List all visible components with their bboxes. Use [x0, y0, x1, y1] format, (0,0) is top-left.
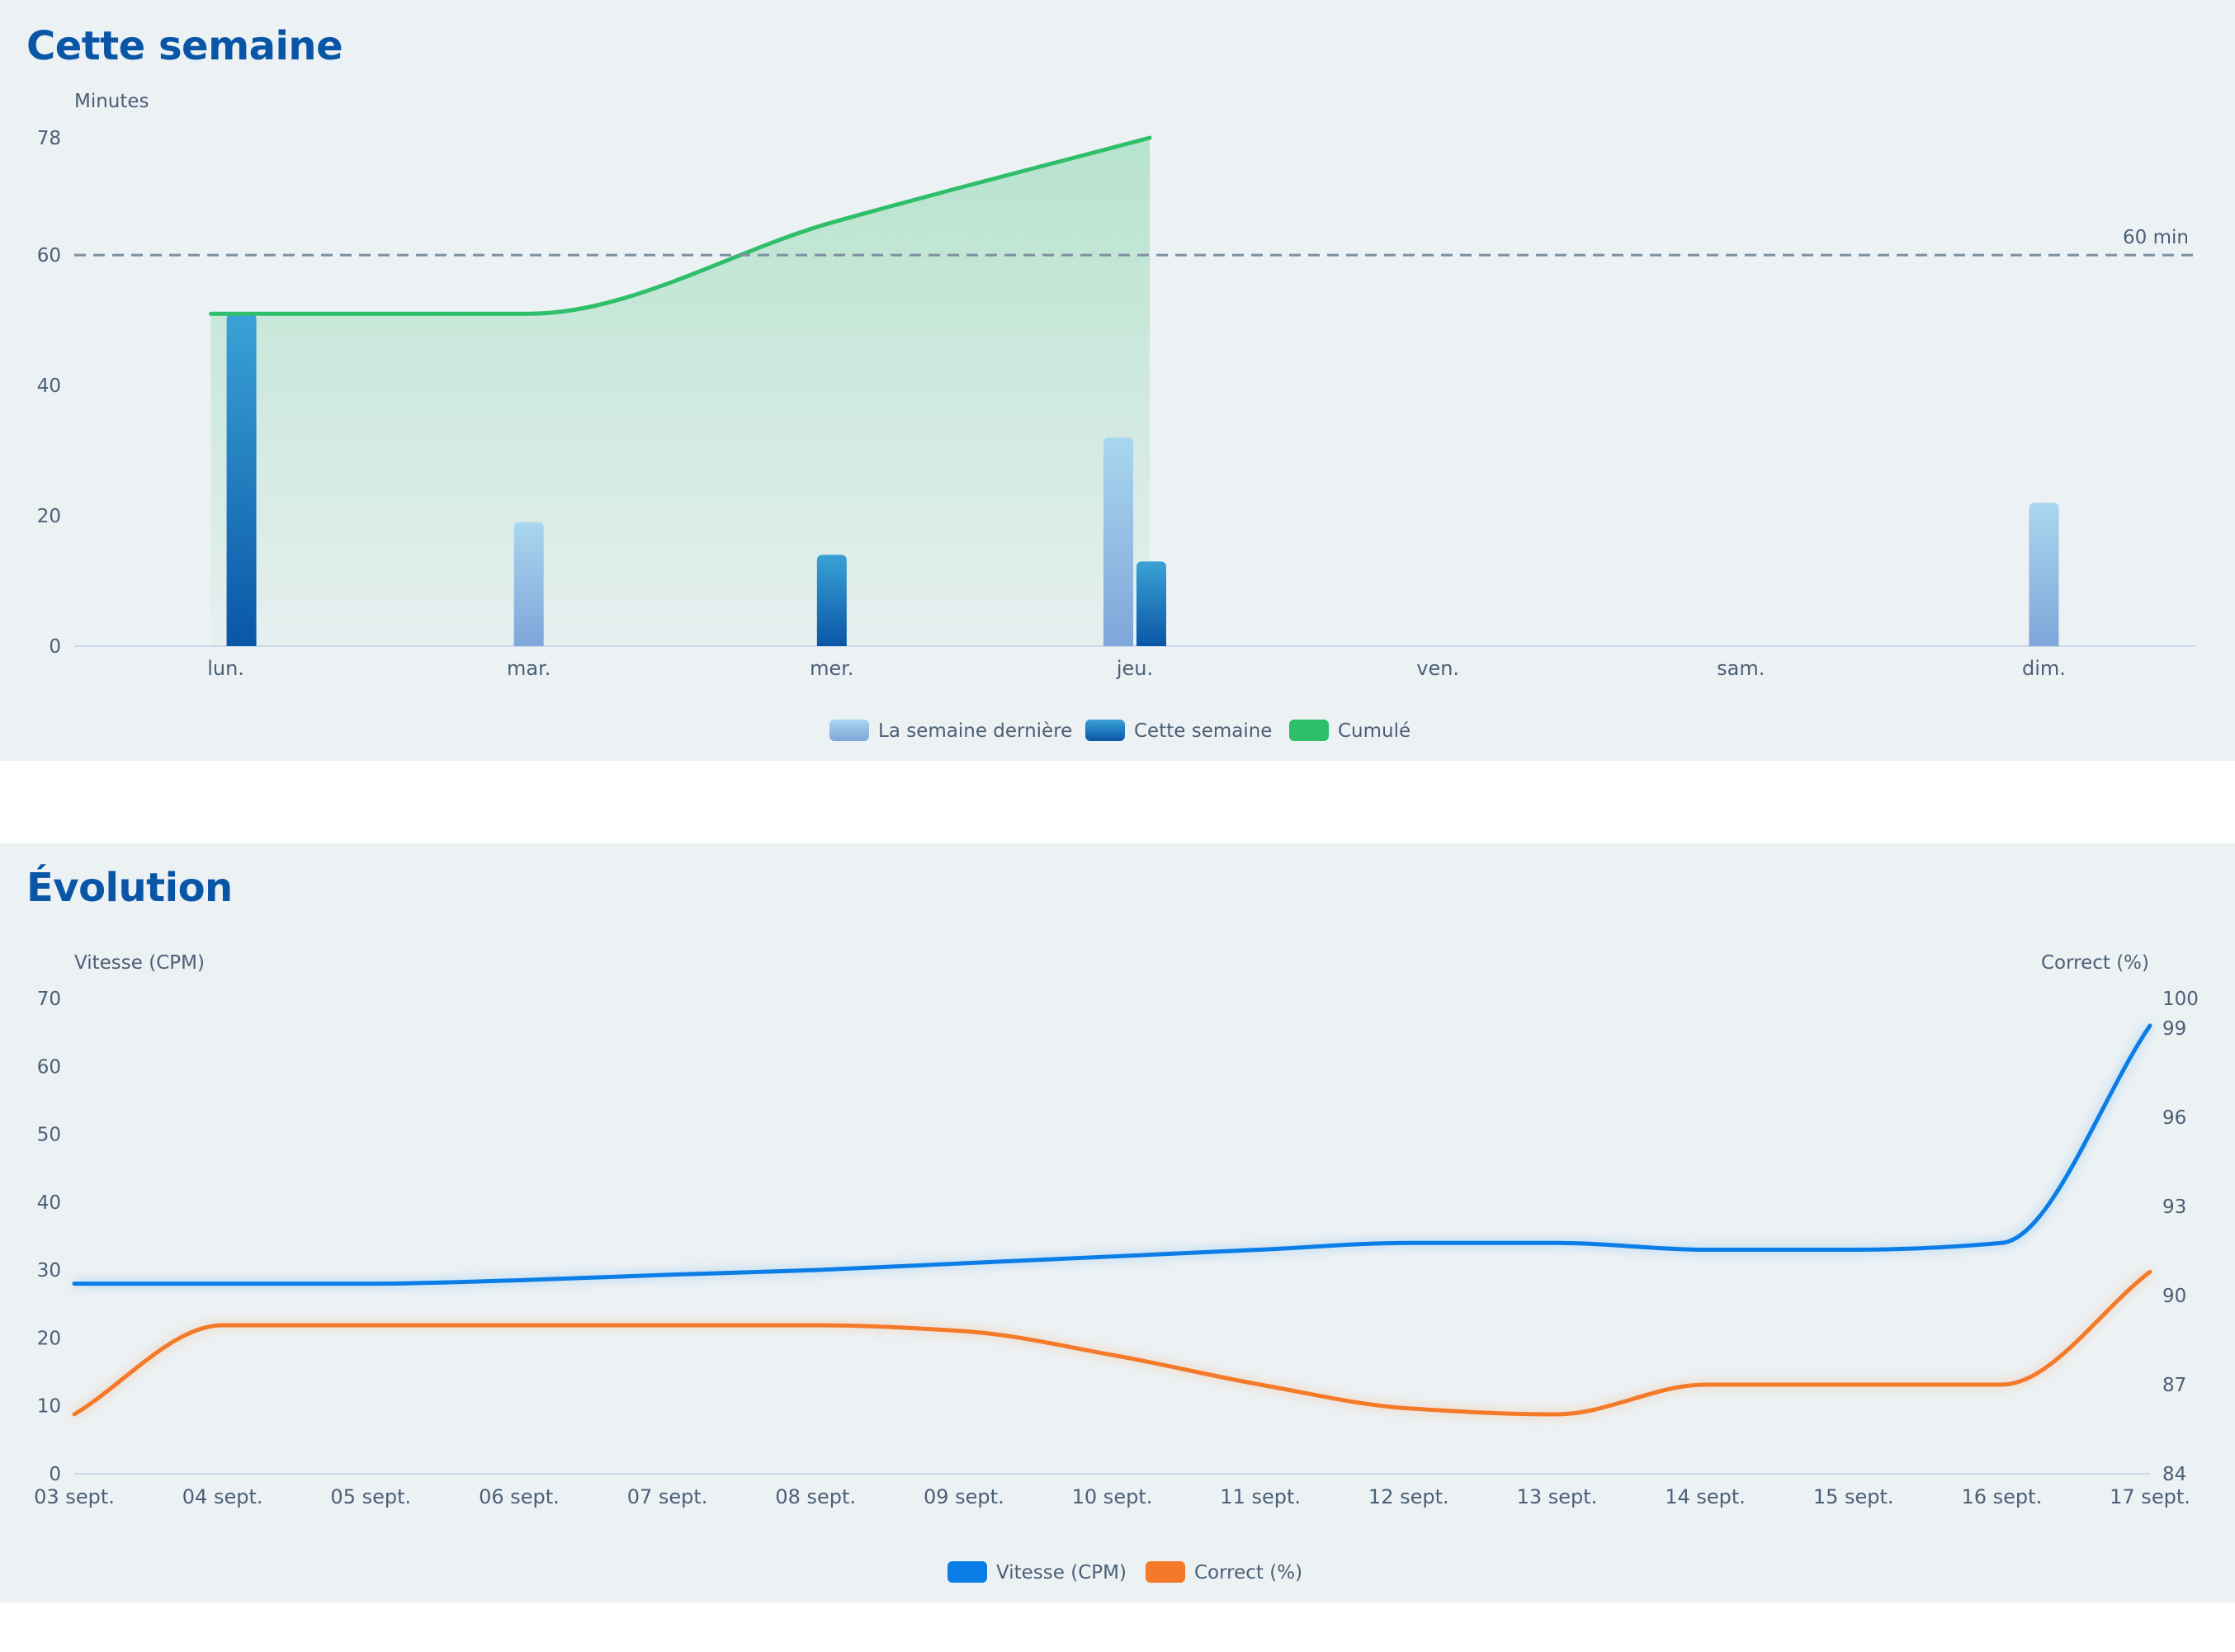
legend-item-cumule[interactable]: Cumulé	[1289, 720, 1410, 742]
y-tick-label: 40	[37, 375, 61, 397]
x-tick-label: 07 sept.	[627, 1485, 708, 1508]
bar-last-week-mar	[513, 522, 544, 646]
y-tick-label-right: 100	[2162, 989, 2199, 1010]
y-tick-label: 60	[37, 245, 61, 267]
x-tick-label-mar: mar.	[507, 657, 550, 680]
cumulative-area	[210, 138, 1151, 646]
y-tick-label-right: 90	[2162, 1286, 2186, 1307]
y-tick-label-left: 30	[37, 1260, 61, 1281]
x-tick-label: 03 sept.	[34, 1485, 115, 1508]
bar-last-week-jeu	[1103, 437, 1133, 646]
x-tick-label-lun: lun.	[207, 657, 244, 680]
y-tick-label-right: 96	[2162, 1107, 2186, 1129]
evolution-panel: Évolution Vitesse (CPM) Correct (%) 0 10 20 3…	[0, 843, 2235, 1602]
x-tick-label: 16 sept.	[1961, 1485, 2042, 1508]
x-tick-label: 08 sept.	[775, 1485, 856, 1508]
series-glow-correct	[72, 1268, 2153, 1419]
y-tick-label-left: 50	[37, 1125, 61, 1146]
y-tick-label-right: 84	[2162, 1464, 2186, 1485]
weekly-panel: Cette semaine Minutes 0 20 40 60 78 lun. mar. me…	[0, 0, 2235, 761]
x-tick-label: 04 sept.	[182, 1485, 263, 1508]
bar-this-week-mer	[816, 555, 847, 646]
x-tick-label: 05 sept.	[330, 1485, 411, 1508]
x-tick-label: 15 sept.	[1813, 1485, 1894, 1508]
x-tick-label-sam: sam.	[1717, 657, 1765, 680]
legend-swatch	[1085, 720, 1125, 741]
x-tick-label-jeu: jeu.	[1116, 657, 1153, 680]
x-tick-label: 17 sept.	[2110, 1485, 2190, 1508]
y-axis-title-left: Vitesse (CPM)	[74, 952, 205, 974]
y-tick-label-left: 10	[37, 1396, 61, 1418]
weekly-chart: Minutes 0 20 40 60 78 lun. mar. mer. jeu. ven. sam.…	[37, 91, 2195, 742]
legend-swatch	[1289, 720, 1329, 741]
x-tick-label: 09 sept.	[924, 1485, 1004, 1508]
legend-item-correct[interactable]: Correct (%)	[1146, 1561, 1302, 1584]
x-tick-label: 06 sept.	[479, 1485, 560, 1508]
y-axis-title-right: Correct (%)	[2041, 952, 2149, 974]
y-tick-label: 20	[37, 506, 61, 527]
y-tick-label: 0	[49, 636, 61, 658]
legend-label: Cette semaine	[1134, 720, 1272, 742]
y-axis-title: Minutes	[74, 91, 149, 112]
x-tick-label: 14 sept.	[1665, 1485, 1746, 1508]
legend-label: Correct (%)	[1194, 1562, 1302, 1584]
evolution-chart: Vitesse (CPM) Correct (%) 0 10 20 30 40 50 60 70 8…	[34, 952, 2199, 1584]
evolution-title: Évolution	[26, 865, 233, 911]
legend-label: Vitesse (CPM)	[996, 1562, 1127, 1584]
y-tick-label-right: 87	[2162, 1375, 2186, 1396]
y-tick-label-left: 20	[37, 1328, 61, 1349]
y-tick-label-left: 60	[37, 1056, 61, 1078]
x-tick-label: 10 sept.	[1072, 1485, 1153, 1508]
legend-item-vitesse-cpm[interactable]: Vitesse (CPM)	[947, 1561, 1127, 1584]
x-tick-label-mer: mer.	[810, 657, 853, 680]
legend-swatch	[829, 720, 869, 741]
x-tick-label: 11 sept.	[1220, 1485, 1301, 1508]
y-tick-label-right: 99	[2162, 1018, 2186, 1040]
legend-label: La semaine dernière	[878, 720, 1072, 742]
x-tick-label: 13 sept.	[1517, 1485, 1598, 1508]
x-tick-label: 12 sept.	[1368, 1485, 1449, 1508]
goal-reference-label: 60 min	[2123, 227, 2189, 248]
y-tick-label-left: 70	[37, 989, 61, 1010]
bar-this-week-jeu	[1136, 561, 1166, 646]
cumulative-line	[209, 135, 1152, 316]
y-tick-label-left: 0	[49, 1464, 61, 1485]
x-tick-label-ven: ven.	[1416, 657, 1459, 680]
series-line-correct	[72, 1269, 2152, 1417]
bar-last-week-dim	[2029, 503, 2059, 646]
y-tick-label: 78	[37, 128, 61, 149]
legend-item-la-semaine-derniere[interactable]: La semaine dernière	[829, 720, 1072, 742]
legend-item-cette-semaine[interactable]: Cette semaine	[1085, 720, 1272, 742]
legend-swatch	[947, 1561, 987, 1583]
legend-swatch	[1146, 1561, 1185, 1583]
bar-this-week-lun	[226, 314, 257, 646]
legend-label: Cumulé	[1338, 720, 1410, 742]
series-glow-vitesse-cpm	[73, 1023, 2154, 1288]
y-tick-label-right: 93	[2162, 1197, 2186, 1218]
series-line-vitesse-cpm	[72, 1023, 2152, 1286]
x-tick-label-dim: dim.	[2022, 657, 2066, 680]
weekly-title: Cette semaine	[26, 23, 343, 69]
y-tick-label-left: 40	[37, 1192, 61, 1214]
